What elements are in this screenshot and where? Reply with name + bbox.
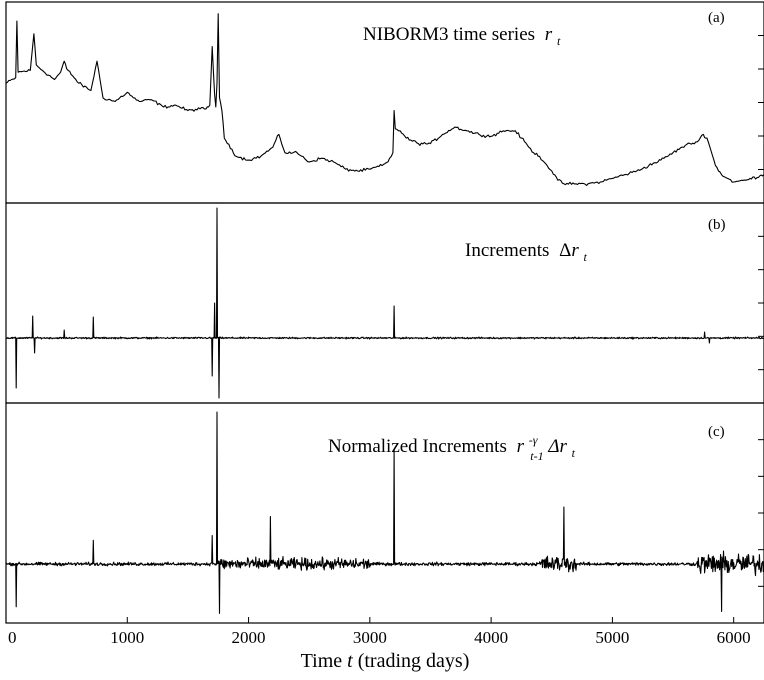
panel-c-series-line [5,411,764,614]
panel-b-label: (b) [708,217,726,233]
x-axis-tick-label: 4000 [474,628,508,647]
panel-a: (a) NIBORM3 time series r t [5,1,764,204]
x-axis-tick-label: 5000 [595,628,629,647]
panel-c-right-ticks [758,439,764,587]
panel-b-right-ticks [758,235,764,371]
panel-c-title: Normalized Increments r -γ t-1 Δr t [328,428,576,465]
panel-b-frame [5,202,764,404]
panel-a-series-line [5,13,764,187]
panel-b: (b) Increments Δr t [5,202,764,404]
panel-c-frame [5,402,764,624]
x-axis-tick-label: 6000 [717,628,751,647]
x-axis-tick-label: 3000 [353,628,387,647]
x-axis-tick-label: 2000 [232,628,266,647]
panel-a-right-ticks [758,35,764,170]
x-axis-ticks: 0 1000 2000 3000 4000 5000 6000 [5,617,751,647]
panel-a-title: NIBORM3 time series r t [363,24,561,48]
panel-c-label: (c) [708,424,725,440]
x-axis-tick-label: 1000 [110,628,144,647]
panel-b-title: Increments Δr t [465,240,588,264]
panel-b-series-line [5,207,764,399]
panel-a-label: (a) [708,10,725,26]
x-axis-tick-label: 0 [8,628,17,647]
panel-c: (c) Normalized Increments r -γ t-1 Δr t … [5,402,764,672]
x-axis-label: Time t (trading days) [301,650,470,672]
